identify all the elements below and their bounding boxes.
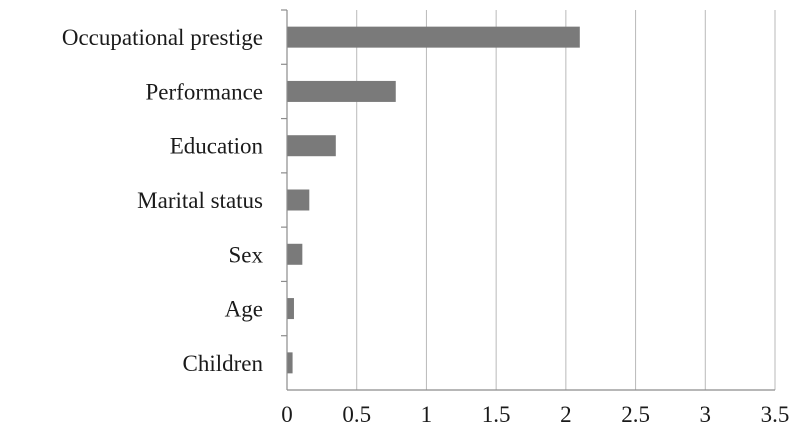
x-tick-labels: 0 0.5 1 1.5 2 2.5 3 3.5 <box>281 402 789 427</box>
category-label: Education <box>170 134 264 159</box>
x-tick-label: 1 <box>421 402 433 427</box>
bars <box>287 26 580 374</box>
category-label: Marital status <box>137 188 263 213</box>
x-tick-label: 3 <box>700 402 712 427</box>
bar <box>287 80 396 102</box>
axes <box>281 9 775 391</box>
category-label: Performance <box>146 79 264 104</box>
gridlines <box>356 10 776 390</box>
category-label: Children <box>183 351 264 376</box>
bar <box>287 352 293 374</box>
x-tick-label: 0.5 <box>342 402 371 427</box>
x-tick-label: 3.5 <box>761 402 790 427</box>
x-tick-label: 0 <box>281 402 293 427</box>
bar <box>287 26 580 48</box>
x-tick-label: 2 <box>560 402 572 427</box>
category-labels: Occupational prestige Performance Educatio… <box>62 25 264 376</box>
bar <box>287 243 303 265</box>
bar <box>287 135 336 157</box>
category-label: Age <box>225 297 263 322</box>
x-tick-label: 1.5 <box>482 402 511 427</box>
category-label: Sex <box>229 242 264 267</box>
category-label: Occupational prestige <box>62 25 263 50</box>
bar <box>287 298 294 320</box>
bar <box>287 189 310 211</box>
x-tick-label: 2.5 <box>621 402 650 427</box>
